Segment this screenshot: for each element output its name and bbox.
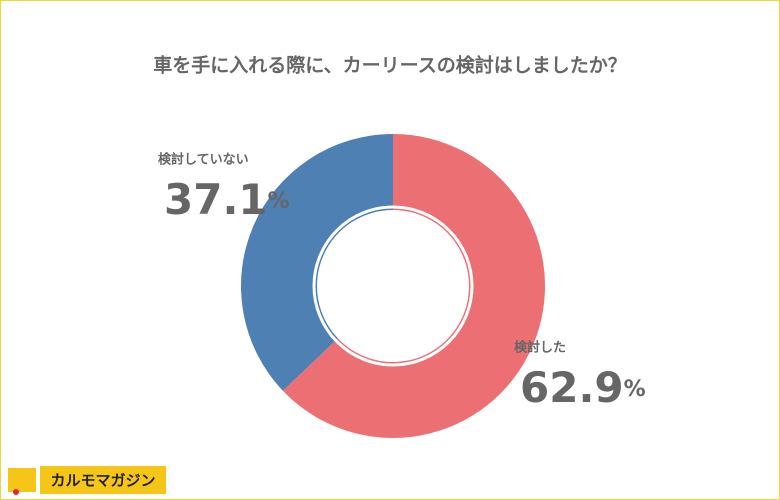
logo-text: カルモマガジン <box>50 472 155 490</box>
value-label: 37.1% <box>164 175 290 224</box>
logo-wheel <box>13 489 19 495</box>
value-unit: % <box>624 377 646 402</box>
logo-icon <box>8 468 36 492</box>
logo-box <box>40 466 166 494</box>
value-unit: % <box>268 189 290 214</box>
category-label: 検討した <box>514 340 566 356</box>
chart-title: 車を手に入れる際に、カーリースの検討はしましたか？ <box>153 54 626 77</box>
value-number: 62.9 <box>520 363 624 412</box>
hole-ring <box>312 205 474 367</box>
logo: カルモマガジン <box>8 466 166 495</box>
value-label: 62.9% <box>520 363 646 412</box>
donut-slice <box>282 134 546 438</box>
value-number: 37.1 <box>164 175 268 224</box>
category-label: 検討していない <box>158 152 249 168</box>
